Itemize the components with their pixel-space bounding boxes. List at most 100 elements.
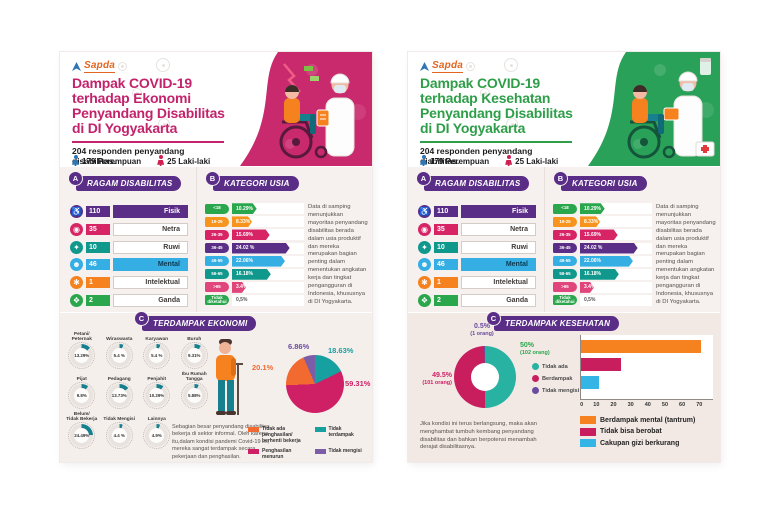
virus-doodle-icon	[132, 88, 142, 98]
section-ribbon: B KATEGORI USIA	[553, 171, 647, 191]
disability-icon: ✱	[418, 276, 431, 290]
age-bar-track: 8.33%	[232, 216, 304, 228]
section-ribbon: C TERDAMPAK EKONOMI	[134, 311, 257, 331]
occupation-donut-ring: 5.88%	[180, 382, 208, 409]
poster-ekonomi: Sapda Dampak COVID-19 terhadap Ekonomi P…	[60, 52, 372, 462]
occupation-donut: Lainnya 4.9%	[139, 412, 175, 449]
age-range-badge: >65	[205, 282, 229, 293]
age-bar-fill	[232, 295, 246, 306]
age-bar-fill	[232, 203, 257, 214]
age-range-badge: <18	[205, 203, 229, 214]
disability-count: 1	[86, 277, 110, 289]
occupation-donut: Wiraswasta 5.4 %	[102, 332, 138, 369]
age-bar-chart: <18 10.29% 19-25 8.33% 26-35	[205, 203, 304, 308]
male-person-icon	[157, 155, 164, 166]
occupation-donut: Pijat 9.8%	[64, 372, 100, 409]
occupation-value: 10.29%	[149, 393, 165, 398]
occupation-donut-ring: 13.29%	[68, 342, 96, 369]
section-title: KATEGORI USIA	[572, 179, 638, 188]
occupation-label: Pedagang	[107, 376, 131, 382]
legend-label: Tidak terdampak	[328, 426, 354, 438]
age-bar-value: 22.06%	[236, 258, 253, 265]
legend-item: Berdampak	[532, 375, 579, 382]
axis-tick: 0	[580, 402, 584, 408]
poster-title: Dampak COVID-19 terhadap Ekonomi Penyand…	[72, 76, 225, 136]
disability-row: ❖ 2 Ganda	[418, 293, 536, 308]
disability-label: Ganda	[461, 293, 536, 307]
age-bar-value: 8.33%	[584, 218, 599, 225]
occupation-value: 4.9%	[151, 433, 162, 438]
legend-swatch	[580, 427, 596, 436]
section-title: TERDAMPAK KESEHATAN	[505, 319, 611, 328]
economy-note: Sebagian besar penyandang disabilitas be…	[172, 424, 270, 460]
occupation-label: Belum/ Tidak Bekerja	[66, 411, 98, 422]
section-title: RAGAM DISABILITAS	[435, 179, 521, 188]
age-range-badge: 46-55	[553, 256, 577, 267]
legend-label: Tidak mengisi	[542, 387, 580, 394]
section-ragam-disabilitas: A RAGAM DISABILITAS ♿ 110 Fisik ◉ 35 Netr…	[60, 167, 196, 312]
age-range-badge: 36-45	[205, 243, 229, 254]
age-bar-track: 16.18%	[232, 268, 304, 280]
section-letter: C	[134, 311, 149, 326]
age-bar-track: 0,5%	[232, 294, 304, 306]
age-bar-fill	[232, 282, 246, 293]
person-with-crutch-illustration	[216, 339, 243, 415]
disability-row: ♿ 110 Fisik	[418, 204, 536, 219]
age-bar-value: 8.33%	[236, 218, 251, 225]
age-note: Data di samping menunjukkan mayoritas pe…	[656, 204, 716, 305]
virus-doodle-icon	[480, 88, 490, 98]
age-note: Data di samping menunjukkan mayoritas pe…	[308, 204, 368, 305]
legend-item: Tidak mengisi	[314, 448, 368, 460]
disability-count: 1	[434, 277, 458, 289]
disability-label: Netra	[461, 222, 536, 236]
disability-icon: ◉	[418, 222, 431, 236]
age-row: Tidak diketahui 0,5%	[205, 294, 304, 307]
legend-label: Tidak bisa berobat	[600, 428, 662, 435]
section-letter: A	[68, 171, 83, 186]
sapda-logo: Sapda	[420, 60, 464, 73]
disability-icon: ☻	[70, 258, 83, 272]
legend-item: Tidak ada	[532, 363, 579, 370]
occupation-donut-ring: 5.4 %	[105, 342, 133, 369]
occupation-donut-ring: 9.8%	[68, 382, 96, 409]
disability-count: 46	[86, 259, 110, 271]
occupation-value: 24.49%	[74, 433, 90, 438]
occupation-label: Wiraswasta	[106, 336, 133, 342]
age-bar-track: 16.18%	[580, 268, 652, 280]
occupation-label: Petani/ Peternak	[71, 331, 92, 342]
bar	[581, 358, 622, 371]
occupation-value: 9.31%	[188, 353, 201, 358]
age-row: <18 10.29%	[553, 203, 652, 215]
disability-label: Mental	[113, 258, 188, 272]
section-letter: B	[205, 171, 220, 186]
age-bar-fill	[232, 229, 270, 240]
age-bar-fill	[580, 282, 594, 293]
section-title: TERDAMPAK EKONOMI	[153, 319, 248, 328]
legend-item: Tidak ada penghasilan/ berhenti bekerja	[248, 426, 310, 444]
age-bar-value: 22.06%	[584, 258, 601, 265]
x-axis: 0 10 20 30 40 50 60 70	[580, 402, 704, 408]
disability-list: ♿ 110 Fisik ◉ 35 Netra ✦ 10 Ruwi ☻ 46	[70, 204, 188, 311]
occupation-donut-ring: 5.4 %	[143, 342, 171, 369]
age-range-badge: 36-45	[553, 243, 577, 254]
disability-label: Fisik	[461, 205, 536, 218]
age-bar-track: 10.29%	[232, 203, 304, 215]
age-bar-value: 16.18%	[584, 271, 601, 278]
disability-label: Ganda	[113, 293, 188, 307]
occupation-donut-ring: 4.4 %	[105, 422, 133, 449]
title-line: Dampak COVID-19	[72, 75, 192, 91]
occupation-value: 4.4 %	[113, 433, 125, 438]
age-range-badge: 19-25	[553, 216, 577, 227]
pie-value-tidak-terdampak: 18.63%	[328, 346, 354, 355]
disability-row: ☻ 46 Mental	[418, 257, 536, 272]
age-range-badge: 56-65	[553, 269, 577, 280]
occupation-label: Pijat	[76, 376, 87, 382]
disability-icon: ✦	[418, 240, 431, 254]
age-bar-track: 24.02 %	[580, 242, 652, 254]
age-bar-fill	[232, 269, 271, 280]
disability-label: Ruwi	[113, 240, 188, 254]
virus-doodle-icon	[506, 118, 518, 130]
bar-legend: Berdampak mental (tantrum) Tidak bisa be…	[580, 416, 695, 451]
age-bar-value: 10.29%	[584, 205, 601, 212]
